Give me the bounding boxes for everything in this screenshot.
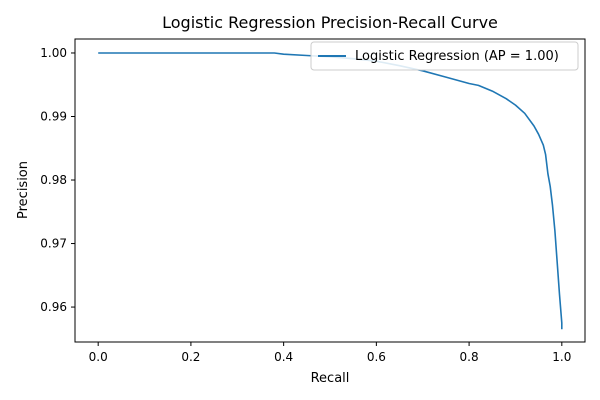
y-tick-label: 0.96 xyxy=(40,300,67,314)
legend: Logistic Regression (AP = 1.00) xyxy=(310,41,579,71)
y-tick-label: 0.99 xyxy=(40,109,67,123)
plot-frame xyxy=(74,38,586,343)
x-tick-label: 0.0 xyxy=(89,350,108,364)
y-tick-label: 1.00 xyxy=(40,46,67,60)
series-line xyxy=(98,52,563,330)
series-layer xyxy=(98,52,563,330)
y-tick-label: 0.98 xyxy=(40,173,67,187)
y-axis-label: Precision xyxy=(16,161,31,219)
chart-title: Logistic Regression Precision-Recall Cur… xyxy=(162,13,498,32)
plot-area xyxy=(75,39,585,342)
x-tick-label: 0.2 xyxy=(181,350,200,364)
x-axis-label: Recall xyxy=(311,371,350,386)
y-tick-label: 0.97 xyxy=(40,237,67,251)
x-tick-label: 1.0 xyxy=(552,350,571,364)
legend-label: Logistic Regression (AP = 1.00) xyxy=(355,49,559,64)
y-axis: 0.96 0.97 0.98 0.99 1.00 xyxy=(40,46,75,314)
x-tick-label: 0.6 xyxy=(367,350,386,364)
x-axis: 0.0 0.2 0.4 0.6 0.8 1.0 xyxy=(89,342,571,364)
x-tick-label: 0.8 xyxy=(460,350,479,364)
legend-box xyxy=(310,41,579,71)
x-tick-label: 0.4 xyxy=(274,350,293,364)
